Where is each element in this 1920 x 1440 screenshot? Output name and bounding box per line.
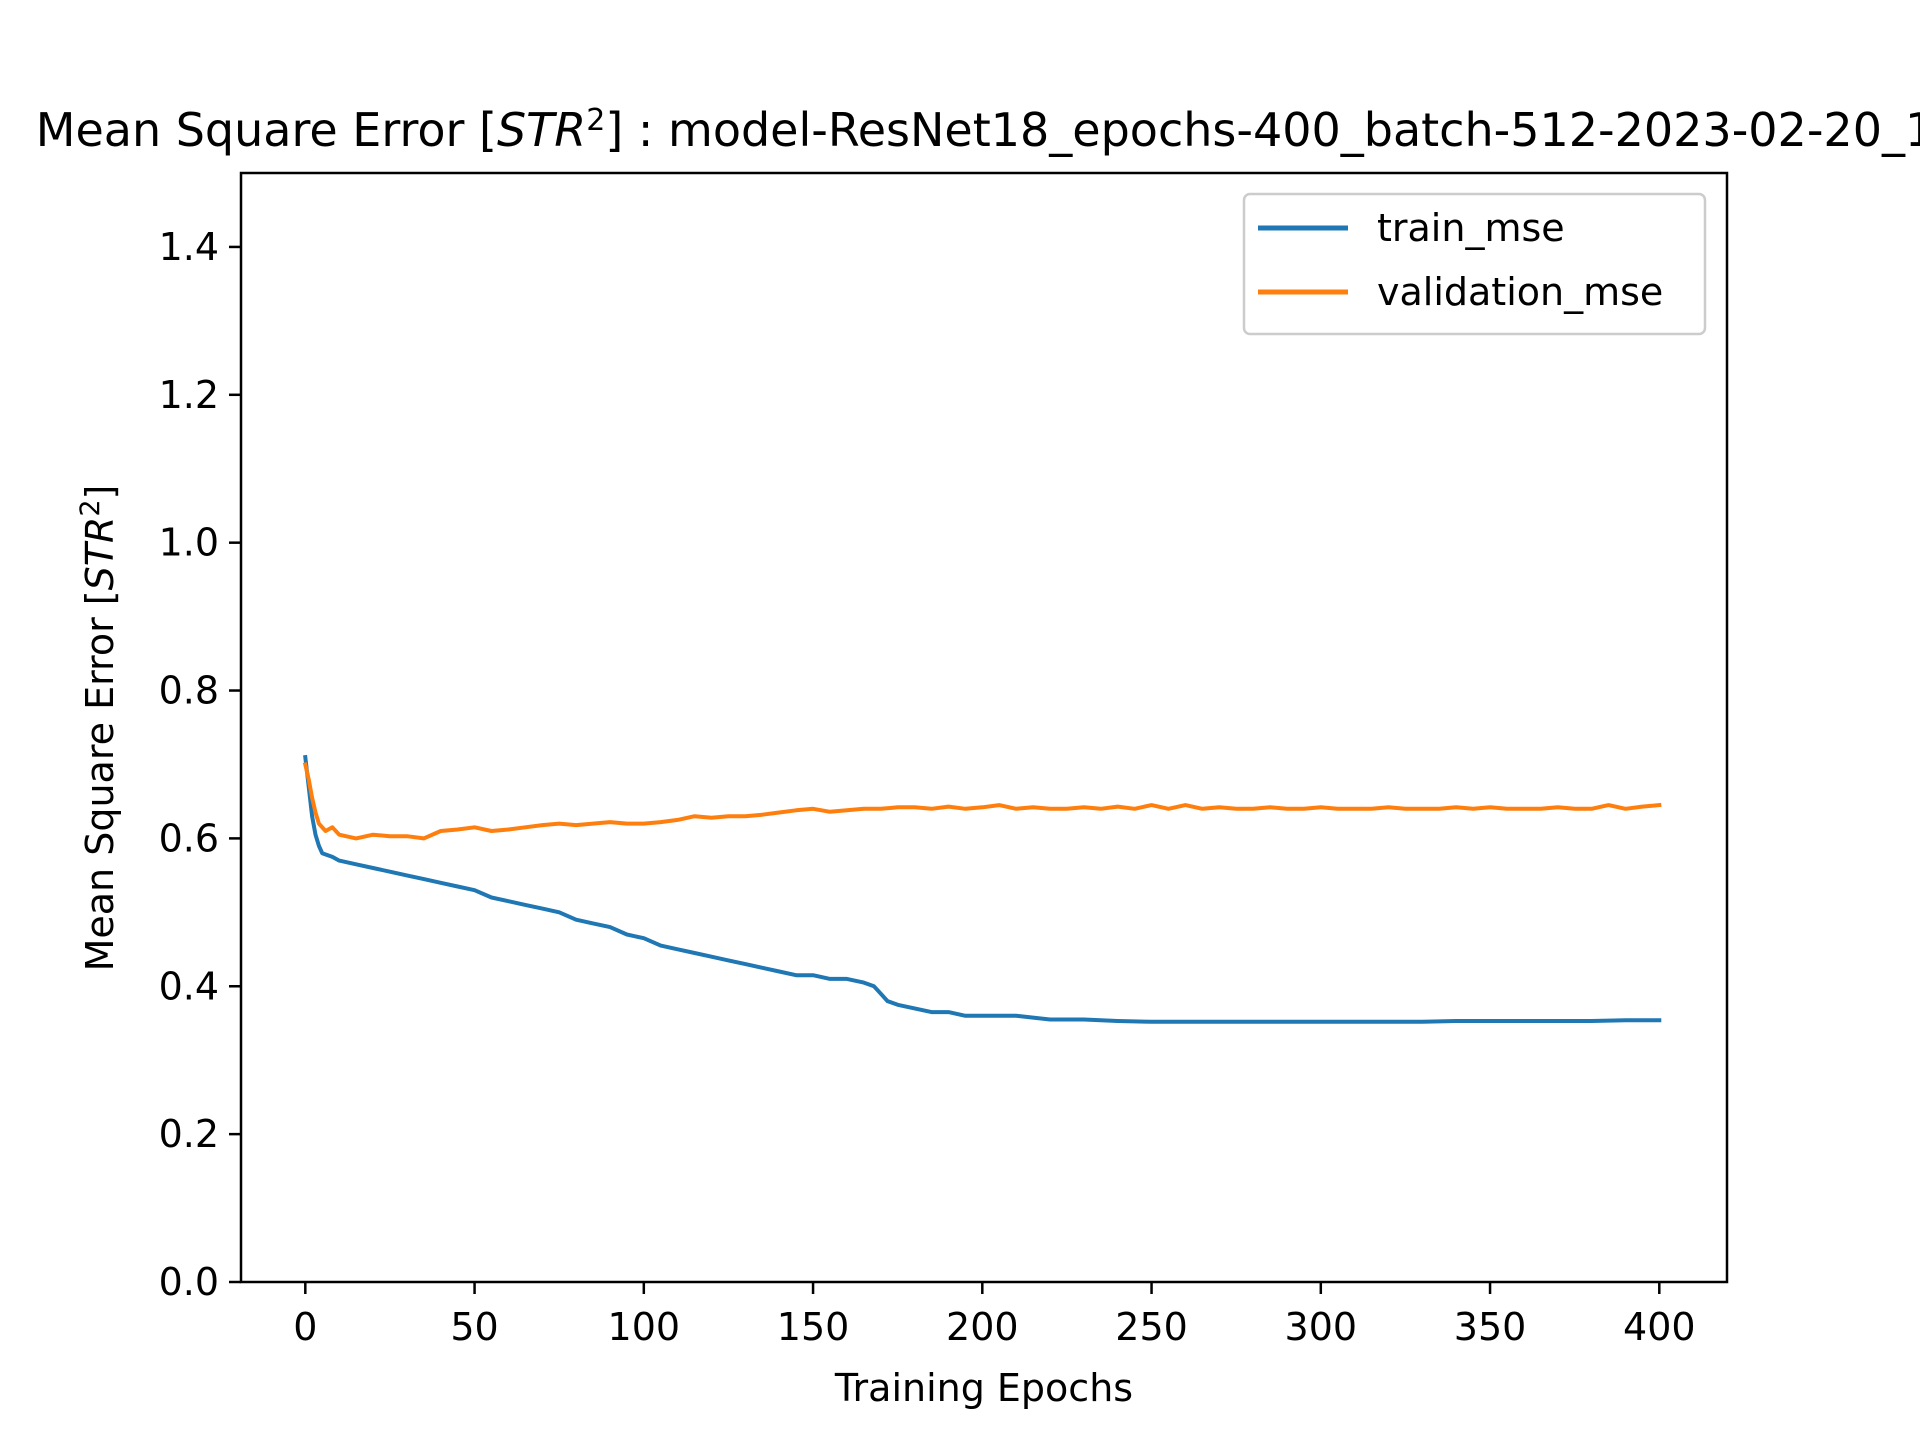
series-line-validation-mse <box>302 762 1662 841</box>
chart-title: Mean Square Error [STR2] : model-ResNet1… <box>36 103 1920 157</box>
y-tick-label: 0.2 <box>159 1112 219 1156</box>
ylabel-suffix: ] <box>78 485 122 500</box>
y-tick-label: 0.0 <box>159 1260 219 1304</box>
ylabel-unit: STR <box>78 517 122 591</box>
y-axis-label: Mean Square Error [STR2] <box>75 485 122 972</box>
title-unit: STR <box>497 103 586 157</box>
series-lines <box>302 754 1662 1024</box>
y-tick-label: 0.6 <box>159 816 219 860</box>
y-tick-label: 1.2 <box>159 373 219 417</box>
x-tick-label: 350 <box>1454 1305 1527 1349</box>
x-tick-label: 150 <box>777 1305 850 1349</box>
legend-label-validation-mse: validation_mse <box>1377 270 1663 314</box>
plot-frame <box>239 171 1729 1284</box>
legend-label-train-mse: train_mse <box>1377 206 1565 250</box>
title-suffix: ] : model-ResNet18_epochs-400_batch-512-… <box>605 103 1920 157</box>
y-axis-ticks: 0.0 0.2 0.4 0.6 0.8 1.0 1.2 1.4 <box>159 225 241 1304</box>
y-tick-label: 1.0 <box>159 521 219 565</box>
ylabel-prefix: Mean Square Error [ <box>78 590 122 971</box>
x-axis-label: Training Epochs <box>834 1366 1133 1410</box>
ylabel-superscript: 2 <box>75 499 106 516</box>
x-tick-label: 100 <box>608 1305 681 1349</box>
x-tick-label: 250 <box>1115 1305 1188 1349</box>
x-tick-label: 300 <box>1285 1305 1358 1349</box>
legend-box <box>1242 192 1707 336</box>
title-prefix: Mean Square Error [ <box>36 103 497 157</box>
series-line-train-mse <box>303 754 1662 1024</box>
y-tick-label: 1.4 <box>159 225 219 269</box>
legend: train_mse validation_mse <box>1242 192 1707 336</box>
y-tick-label: 0.8 <box>159 669 219 713</box>
x-tick-label: 200 <box>946 1305 1019 1349</box>
x-tick-label: 400 <box>1623 1305 1696 1349</box>
x-tick-label: 50 <box>450 1305 498 1349</box>
x-tick-label: 0 <box>293 1305 317 1349</box>
y-tick-label: 0.4 <box>159 964 219 1008</box>
x-axis-ticks: 0 50 100 150 200 250 300 350 400 <box>293 1282 1696 1349</box>
title-superscript: 2 <box>586 103 605 138</box>
